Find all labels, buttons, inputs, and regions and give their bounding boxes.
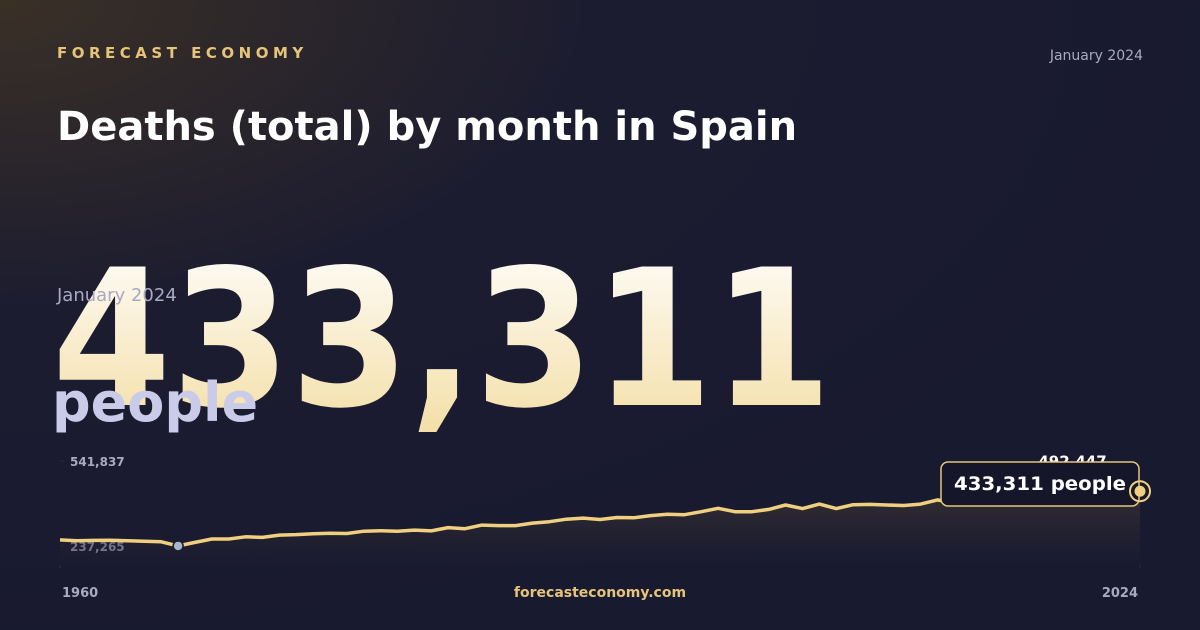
x-tick-label: 1960 [62, 586, 98, 601]
footer: forecasteconomy.com [514, 585, 686, 601]
callout: 433,311 people [954, 473, 1126, 495]
x-tick-label: 2024 [1102, 586, 1138, 601]
callout-box [940, 461, 1140, 507]
sparkline: 541,837237,26519602024492,447433,311 peo… [59, 453, 1151, 601]
unit: people [52, 371, 258, 434]
title: Deaths (total) by month in Spain [57, 104, 797, 150]
date: January 2024 [1049, 48, 1143, 64]
end-ring [1129, 480, 1151, 503]
y-tick-label: 541,837 [70, 455, 125, 469]
end-point [1134, 485, 1146, 497]
brand: FORECAST ECONOMY [57, 44, 308, 62]
latest-label: January 2024 [56, 285, 177, 306]
headline: 433,311 [52, 229, 832, 450]
min-point [172, 540, 184, 552]
